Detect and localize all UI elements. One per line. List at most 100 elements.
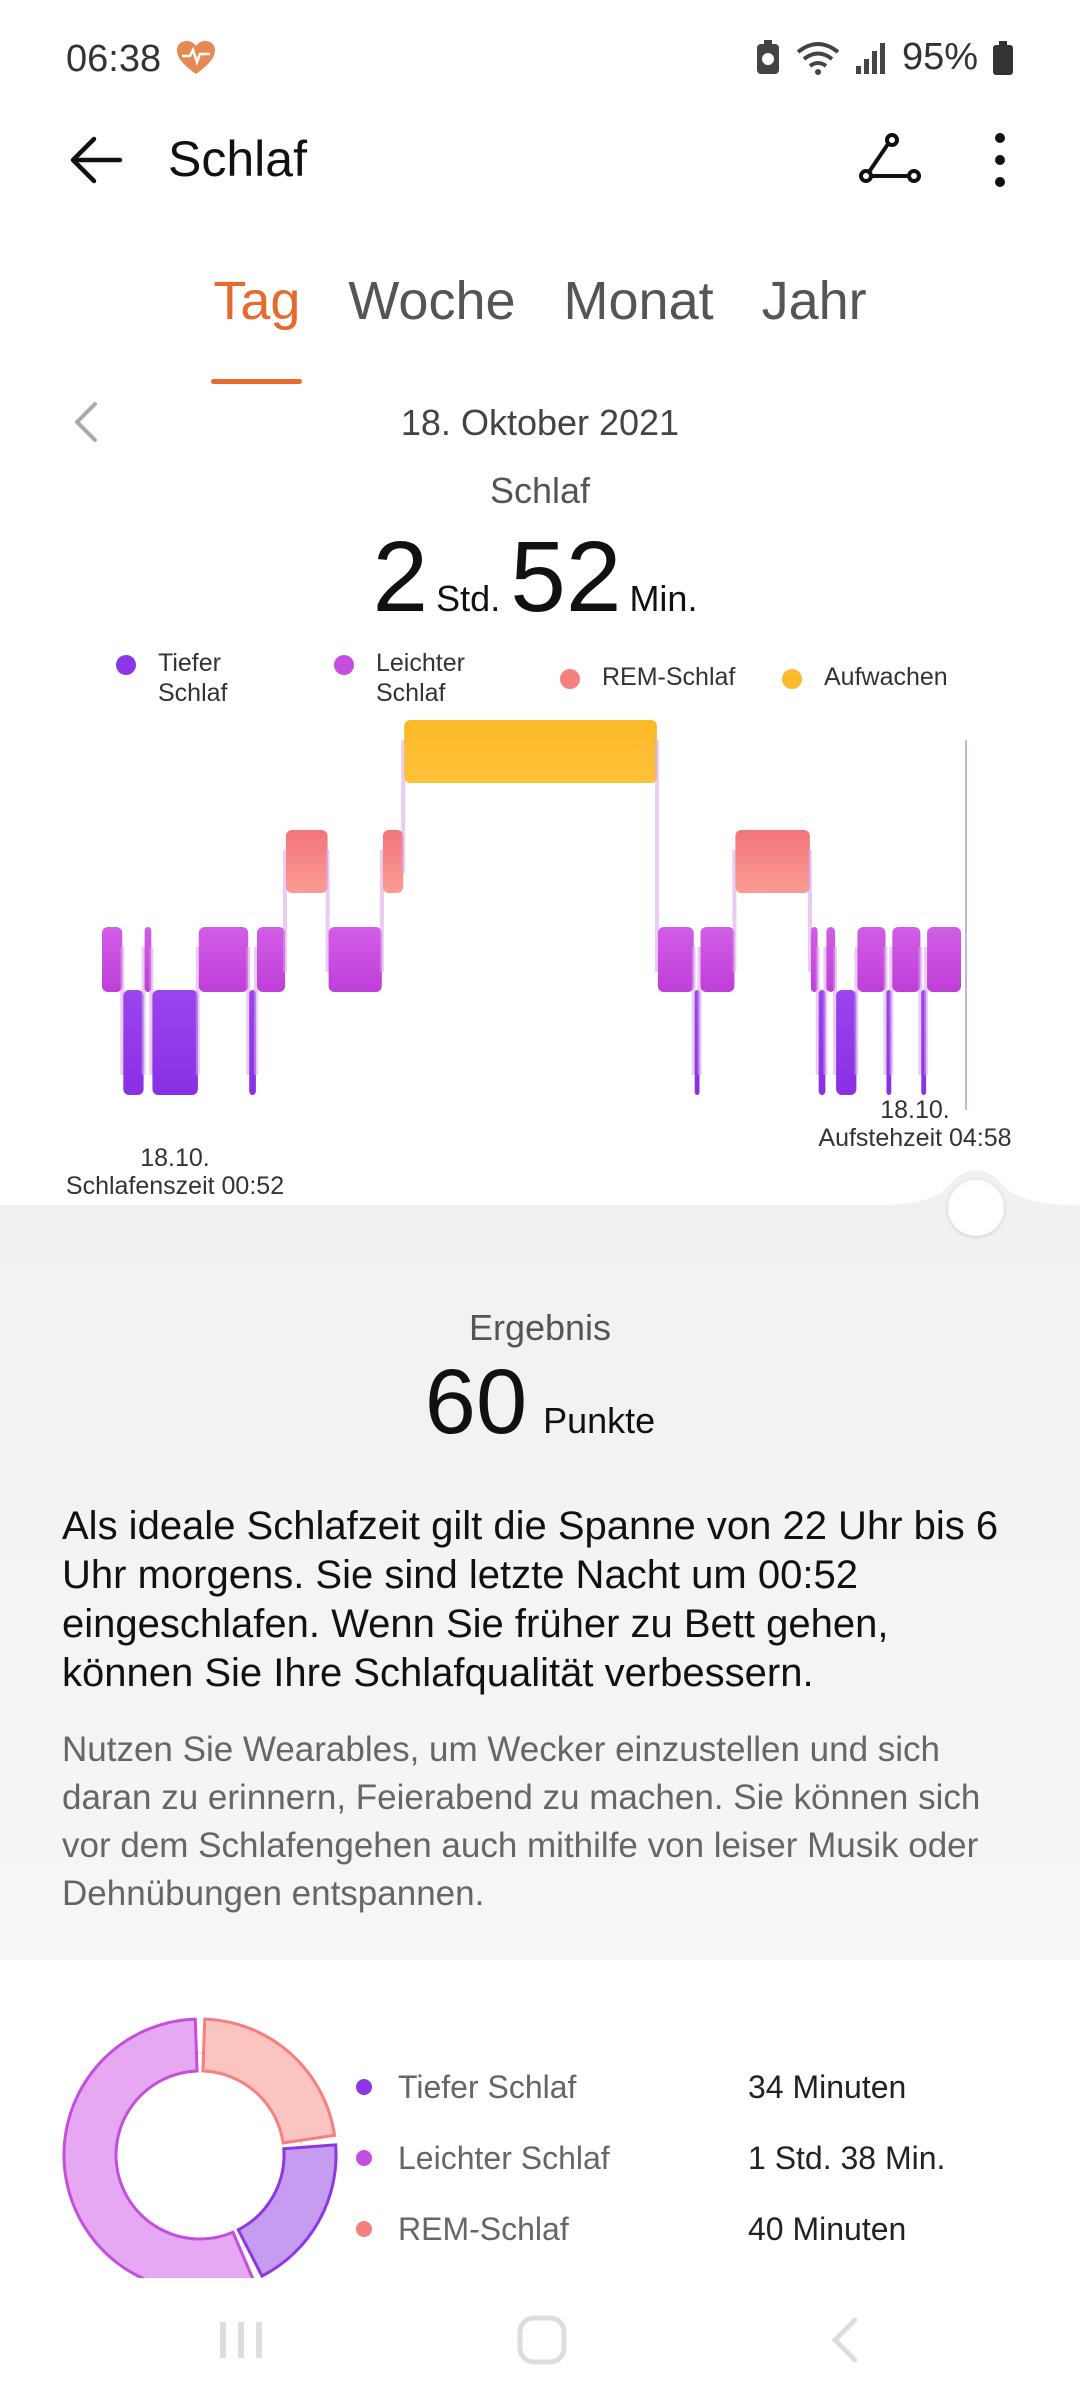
- nav-back-icon: [831, 2317, 858, 2363]
- previous-day-button[interactable]: [56, 392, 116, 452]
- light-sleep-segment: [198, 927, 249, 992]
- stage-transition-line: [833, 947, 838, 1075]
- arrow-left-icon: [70, 136, 123, 184]
- bedtime-date: 18.10.: [140, 1144, 210, 1172]
- chart-scrubber-handle[interactable]: [948, 1180, 1004, 1236]
- legend-label: Tiefer: [158, 649, 221, 677]
- more-vertical-icon: [995, 133, 1005, 187]
- legend-rem-sleep: REM-Schlaf: [560, 662, 735, 692]
- deep-sleep-slice: [236, 2143, 338, 2279]
- stat-label: Leichter Schlaf: [398, 2139, 610, 2176]
- nav-back-button[interactable]: [800, 2300, 890, 2380]
- stage-transition-line: [283, 850, 287, 972]
- period-tabs: Tag Woche Monat Jahr: [0, 270, 1080, 384]
- sleep-label: Schlaf: [489, 470, 591, 511]
- light-sleep-segment: [257, 927, 286, 992]
- stage-transition-line: [732, 850, 737, 972]
- battery-saver-icon: [756, 39, 779, 74]
- legend-dot-awake: [782, 669, 802, 689]
- stage-transition-line: [149, 947, 154, 1075]
- duration-minutes: 52: [510, 521, 622, 633]
- rem-sleep-segment: [286, 830, 328, 893]
- chevron-left-icon: [75, 402, 97, 442]
- light-sleep-segment: [657, 927, 694, 992]
- legend-dot-rem: [560, 669, 580, 689]
- stat-dot: [356, 2150, 372, 2166]
- stage-transition-line: [815, 947, 820, 1075]
- light-sleep-segment: [826, 927, 836, 992]
- stat-value: 34 Minuten: [748, 2068, 907, 2105]
- page-title: Schlaf: [168, 131, 307, 187]
- back-button[interactable]: [56, 120, 136, 200]
- stat-row-light-sleep: Leichter Schlaf 1 Std. 38 Min.: [356, 2133, 1016, 2183]
- stage-transition-line: [254, 947, 258, 1075]
- stat-label: Tiefer Schlaf: [398, 2068, 577, 2105]
- status-time: 06:38: [66, 38, 162, 80]
- stat-value: 1 Std. 38 Min.: [748, 2139, 946, 2176]
- share-icon: [859, 133, 921, 183]
- stage-transition-line: [924, 947, 929, 1075]
- section-curve: [0, 1170, 1080, 1240]
- stage-transition-line: [246, 947, 251, 1075]
- sleep-score: 60 Punkte: [0, 1350, 1080, 1455]
- date-label: 18. Oktober 2021: [400, 402, 680, 443]
- score-value: 60: [424, 1351, 528, 1453]
- deep-sleep-segment: [123, 990, 144, 1095]
- light-sleep-slice: [62, 2017, 256, 2293]
- legend-label: REM-Schlaf: [602, 663, 736, 691]
- stage-transition-line: [807, 850, 812, 972]
- battery-icon: [993, 40, 1013, 75]
- legend-label: Aufwachen: [824, 663, 948, 691]
- stage-transition-line: [325, 850, 330, 972]
- sleep-duration: 2 Std. 52 Min.: [0, 520, 1080, 635]
- tab-week[interactable]: Woche: [348, 271, 516, 331]
- recent-apps-icon: [220, 2322, 262, 2358]
- stage-transition-line: [691, 947, 696, 1075]
- awake-segment: [404, 720, 657, 783]
- battery-percent: 95%: [901, 36, 978, 78]
- duration-hours: 2: [372, 521, 429, 633]
- stage-transition-line: [195, 947, 200, 1075]
- legend-dot-light: [334, 655, 354, 675]
- sleep-breakdown-donut: [62, 2017, 338, 2293]
- light-sleep-segment: [857, 927, 886, 992]
- recent-apps-button[interactable]: [196, 2300, 286, 2380]
- stage-transition-line: [379, 850, 384, 972]
- score-unit: Punkte: [543, 1400, 656, 1441]
- health-heart-icon: [177, 41, 215, 74]
- stage-transition-line: [697, 947, 702, 1075]
- rem-sleep-segment: [735, 830, 810, 893]
- stat-label: REM-Schlaf: [398, 2210, 569, 2247]
- stage-transition-line: [918, 947, 923, 1075]
- result-section: [0, 1205, 1080, 1960]
- tab-year[interactable]: Jahr: [761, 271, 867, 331]
- stat-row-rem-sleep: REM-Schlaf 40 Minuten: [356, 2204, 1016, 2254]
- legend-label-line2: Schlaf: [158, 679, 228, 707]
- stat-row-deep-sleep: Tiefer Schlaf 34 Minuten: [356, 2062, 1016, 2112]
- wifi-icon: [796, 41, 840, 75]
- light-sleep-segment: [927, 927, 961, 992]
- stage-transition-line: [120, 947, 125, 1075]
- light-sleep-segment: [892, 927, 921, 992]
- legend-deep-sleep: Tiefer Schlaf: [116, 648, 227, 708]
- light-sleep-segment: [700, 927, 735, 992]
- duration-minutes-unit: Min.: [629, 578, 698, 619]
- light-sleep-segment: [102, 927, 123, 992]
- share-button[interactable]: [850, 120, 930, 200]
- rem-sleep-segment: [382, 830, 404, 893]
- system-navigation-bar: [0, 2278, 1080, 2400]
- tab-month[interactable]: Monat: [563, 271, 714, 331]
- more-options-button[interactable]: [960, 120, 1040, 200]
- legend-awake: Aufwachen: [782, 662, 948, 692]
- tip-text: Nutzen Sie Wearables, um Wecker einzuste…: [62, 1730, 981, 1913]
- stage-transition-line: [823, 947, 828, 1075]
- legend-label: Leichter: [376, 649, 465, 677]
- result-label: Ergebnis: [468, 1307, 612, 1348]
- home-button[interactable]: [497, 2300, 587, 2380]
- duration-hours-unit: Std.: [436, 578, 501, 619]
- legend-light-sleep: Leichter Schlaf: [334, 648, 465, 708]
- signal-icon: [855, 42, 885, 74]
- bedtime-label: 18.10. Schlafenszeit 00:52: [60, 1144, 290, 1200]
- tab-day[interactable]: Tag: [211, 270, 303, 384]
- stage-transition-line: [854, 947, 859, 1075]
